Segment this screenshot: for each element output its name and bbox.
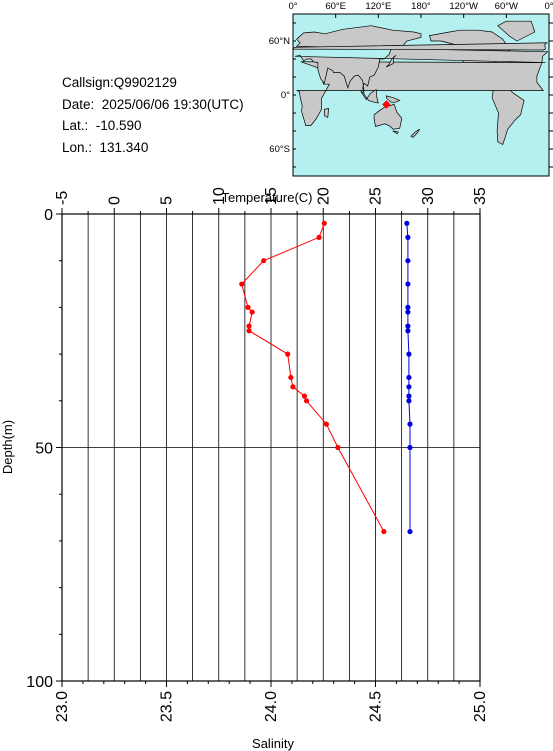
salinity-tick-label: 24.0 [263,691,280,722]
temperature-point [245,304,251,310]
map-lon-label: 120°W [449,1,478,12]
land-shape [360,88,379,104]
temperature-tick-label: 35 [472,187,489,205]
map-land [292,20,549,146]
temperature-point [303,398,310,404]
chart-series [239,220,413,535]
temperature-point [261,258,267,264]
land-shape [292,42,548,51]
temperature-tick-label: 10 [211,187,228,205]
map-lon-label: 0° [544,1,553,12]
salinity-point [405,281,411,287]
temperature-point [335,444,341,451]
depth-axis: 0 50 100 [26,207,62,691]
salinity-point [407,528,413,535]
land-shape [323,108,329,119]
salinity-point [405,309,411,315]
salinity-point [406,351,412,357]
temperature-line [241,223,385,532]
salinity-tick-label: 24.5 [368,691,385,722]
salinity-point [406,398,412,404]
temperature-tick-label: 0 [106,196,123,205]
temperature-tick-label: 20 [315,187,332,205]
salinity-point [405,304,411,310]
callsign-text: Callsign:Q9902129 [62,75,177,90]
temperature-point [249,309,255,315]
depth-tick-label: 0 [44,207,53,224]
temperature-point [323,421,329,427]
map-lon-label: 180° [411,1,431,12]
temperature-point [290,384,296,390]
salinity-tick-label: 25.0 [472,691,489,722]
depth-tick-label: 100 [26,674,53,691]
land-shape [392,130,399,135]
latitude-text: Lat.: -10.590 [62,118,142,133]
salinity-point [405,258,411,264]
salinity-point [407,444,413,451]
temperature-point [246,328,252,334]
salinity-tick-label: 23.5 [159,691,176,722]
location-marker-diamond [382,100,391,109]
map-lon-labels: 0° 60°E 120°E 180° 120°W 60°W 0° [288,1,553,12]
longitude-text: Lon.: 131.340 [62,139,149,155]
depth-tick-label: 50 [35,441,53,458]
map-lon-label: 60°W [495,1,518,12]
temperature-point [285,351,291,357]
salinity-point [406,374,412,381]
salinity-point [406,384,412,390]
salinity-tick-label: 23.0 [54,691,71,722]
map-lat-label: 60°N [269,36,290,47]
temperature-point [246,323,252,329]
salinity-axis: 23.0 23.5 24.0 24.5 25.0 [54,681,489,722]
temperature-tick-label: 25 [368,187,385,205]
temperature-tick-label: 5 [159,196,176,205]
land-shape [497,20,536,42]
date-text: Date: 2025/06/06 19:30(UTC) [62,96,244,112]
salinity-axis-title: Salinity [252,736,294,751]
temperature-tick-label: 15 [263,187,280,205]
land-shape [410,128,420,138]
salinity-line [406,223,411,532]
land-shape [385,95,401,103]
map-lat-labels: 60°N 0° 60°S [269,36,290,155]
temperature-axis-title: Temperature(C) [221,190,312,205]
temperature-tick-label: 30 [420,187,437,205]
land-shape [295,25,549,94]
temperature-point [316,234,322,240]
temperature-point [239,281,245,287]
chart-grid [62,214,480,681]
map-lon-label: 60°E [325,1,346,12]
temperature-point [321,220,327,226]
temperature-point [288,374,294,381]
temperature-tick-label: -5 [54,191,71,205]
salinity-point [405,323,411,329]
depth-axis-title: Depth(m) [0,420,15,474]
salinity-point [404,220,410,226]
profile-info: Callsign:Q9902129 Date: 2025/06/06 19:30… [62,72,244,158]
map-lon-label: 0° [288,1,297,12]
map-ticks [292,14,553,168]
temperature-axis: -5 0 5 10 15 20 25 30 35 [54,187,489,214]
salinity-point [406,393,412,399]
salinity-point [405,328,411,334]
temperature-point [301,393,308,399]
map-lat-label: 0° [281,90,290,101]
land-shape [385,55,397,68]
temperature-point [381,528,387,535]
salinity-point [405,234,411,240]
map-lon-label: 120°E [365,1,391,12]
map-lat-label: 60°S [269,144,290,155]
location-marker [382,100,391,109]
salinity-point [407,421,413,427]
